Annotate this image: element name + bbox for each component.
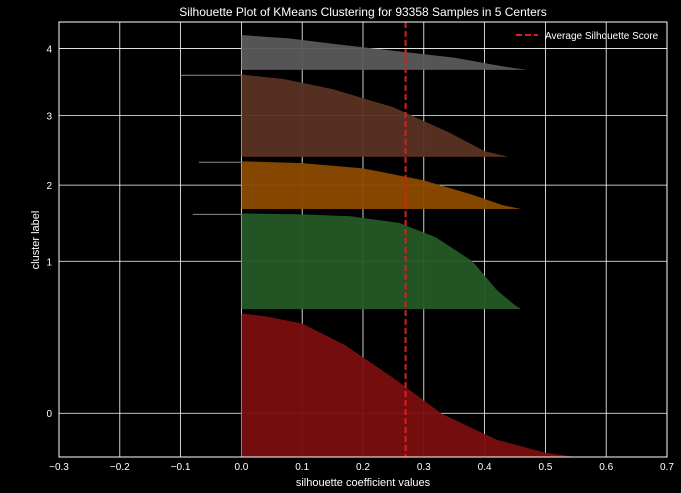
x-axis-label: silhouette coefficient values <box>296 477 431 489</box>
legend-label: Average Silhouette Score <box>545 31 659 42</box>
x-tick-label: 0.0 <box>234 462 248 473</box>
negative-tails <box>180 74 242 215</box>
x-tick-label: −0.1 <box>171 462 191 473</box>
cluster-1-area <box>241 213 522 310</box>
y-tick-label: 4 <box>46 44 52 55</box>
x-tick-label: 0.2 <box>356 462 370 473</box>
x-tick-label: −0.3 <box>49 462 69 473</box>
x-tick-labels: −0.3 −0.2 −0.1 0.0 0.1 0.2 0.3 0.4 0.5 0.6 0.7 <box>49 462 674 473</box>
x-tick-label: 0.1 <box>295 462 309 473</box>
cluster-2-area <box>241 161 522 210</box>
y-tick-label: 3 <box>46 112 52 123</box>
y-tick-label: 0 <box>46 409 52 420</box>
y-tick-labels: 0 1 2 3 4 <box>46 44 52 420</box>
x-tick-label: −0.2 <box>110 462 130 473</box>
cluster-4-area <box>241 35 528 70</box>
chart-title: Silhouette Plot of KMeans Clustering for… <box>179 5 547 19</box>
cluster-3-area <box>241 74 509 157</box>
y-tick-label: 1 <box>46 257 52 268</box>
y-tick-label: 2 <box>46 181 52 192</box>
x-tick-label: 0.7 <box>660 462 674 473</box>
cluster-areas <box>241 35 576 457</box>
x-tick-label: 0.6 <box>599 462 613 473</box>
y-axis-label: cluster label <box>30 211 42 270</box>
plot-frame <box>58 21 668 458</box>
x-tick-label: 0.3 <box>417 462 431 473</box>
cluster-0-area <box>241 313 576 457</box>
legend: Average Silhouette Score <box>516 31 659 42</box>
x-tick-label: 0.4 <box>478 462 492 473</box>
x-tick-label: 0.5 <box>538 462 552 473</box>
